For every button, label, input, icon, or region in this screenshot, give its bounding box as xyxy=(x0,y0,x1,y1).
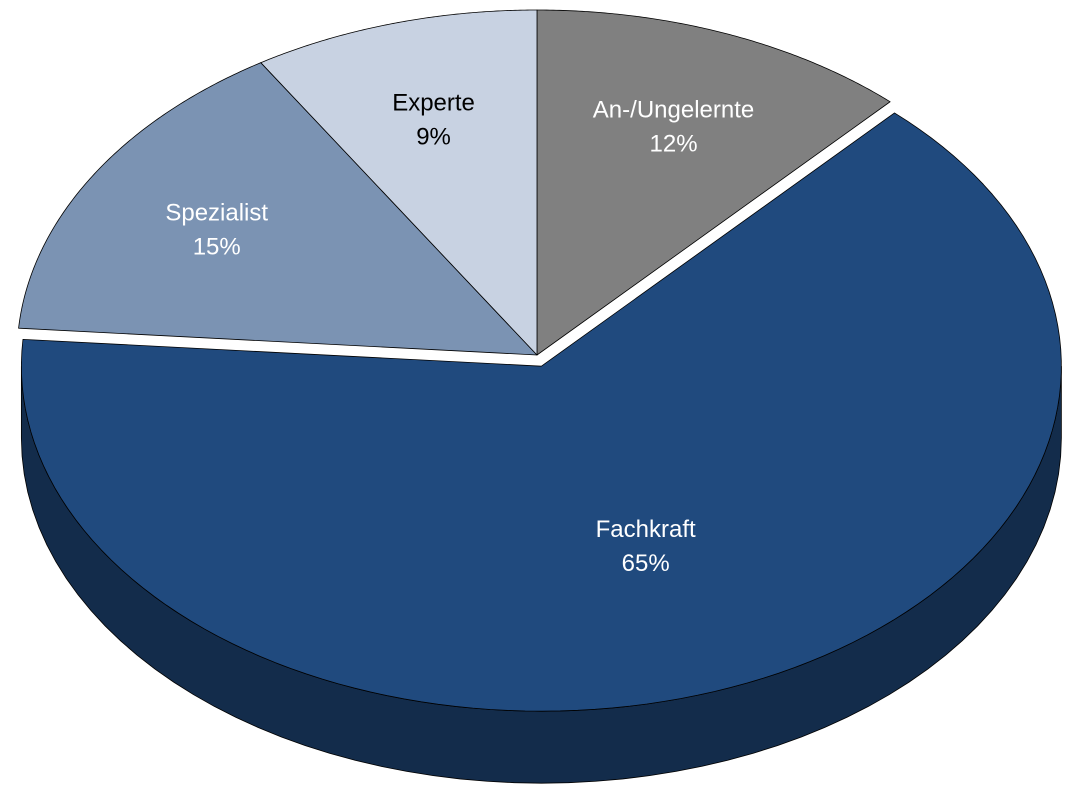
slice-label-value: 65% xyxy=(622,550,670,577)
slice-label-value: 15% xyxy=(193,233,241,260)
slice-side-shade xyxy=(21,366,1062,784)
slice xyxy=(260,9,538,356)
slice xyxy=(536,9,891,356)
slice xyxy=(21,112,1062,712)
slice-label-name: An-/Ungelernte xyxy=(593,97,754,124)
slice-label-value: 12% xyxy=(650,131,698,158)
slice-label-name: Spezialist xyxy=(165,199,268,226)
slice-label-name: Experte xyxy=(392,89,475,116)
slice xyxy=(18,62,538,356)
slice-label-value: 9% xyxy=(416,123,451,150)
slice-label-name: Fachkraft xyxy=(596,516,696,543)
